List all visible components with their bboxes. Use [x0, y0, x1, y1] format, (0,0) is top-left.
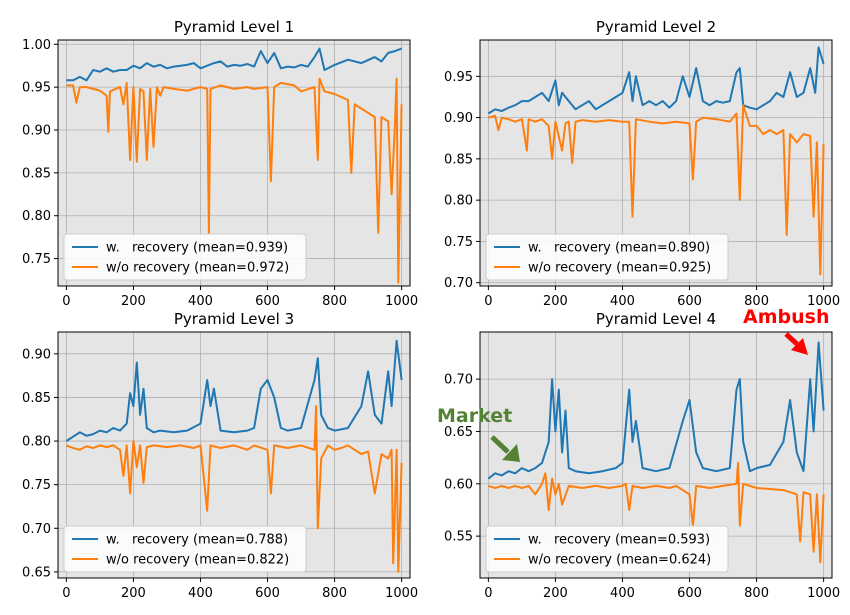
chart-panel-1: 0 200 400 600 800 1000 0.75 0.80 0.85 0.90 0.95 1.0… — [22, 18, 418, 309]
y-tick-label: 1.00 — [22, 38, 51, 53]
chart-title: Pyramid Level 4 — [596, 310, 716, 328]
y-tick-label: 0.95 — [444, 70, 473, 85]
y-tick-label: 0.75 — [444, 235, 473, 250]
x-tick-label: 800 — [744, 586, 769, 601]
x-tick-label: 800 — [744, 294, 769, 309]
x-tick-label: 1000 — [385, 586, 418, 601]
legend: w. recovery (mean=0.890) w/o recovery (me… — [485, 233, 729, 281]
y-tick-label: 0.70 — [444, 373, 473, 388]
y-tick-label: 0.90 — [22, 124, 51, 139]
series-line-2 — [488, 104, 825, 276]
x-tick-label: 200 — [543, 586, 568, 601]
y-tick-label: 0.80 — [22, 435, 51, 450]
legend: w. recovery (mean=0.939) w/o recovery (me… — [63, 233, 307, 281]
x-tick-label: 400 — [188, 586, 213, 601]
chart-panel-4: 0 200 400 600 800 1000 0.55 0.60 0.65 0.70 Pyramid… — [444, 310, 840, 601]
legend-label-1: w. recovery (mean=0.788) — [106, 533, 288, 548]
x-tick-label: 0 — [484, 586, 492, 601]
plot-frame — [479, 331, 833, 579]
annotation-market-arrowhead — [502, 444, 520, 462]
series-line-2 — [488, 461, 825, 564]
y-tick-label: 0.90 — [444, 111, 473, 126]
y-tick-label: 0.65 — [444, 425, 473, 440]
chart-panel-3: 0 200 400 600 800 1000 0.65 0.70 0.75 0.80 0.85 0.9… — [22, 310, 418, 601]
chart-title: Pyramid Level 2 — [596, 18, 716, 36]
legend-box — [63, 233, 307, 281]
x-tick-label: 600 — [677, 586, 702, 601]
y-tick-label: 0.75 — [22, 252, 51, 267]
series-line-1 — [65, 339, 403, 442]
series-line-2 — [66, 405, 403, 573]
y-tick-label: 0.85 — [22, 166, 51, 181]
legend-label-2: w/o recovery (mean=0.822) — [106, 553, 289, 568]
y-tick-label: 0.55 — [444, 530, 473, 545]
x-tick-label: 0 — [62, 294, 70, 309]
annotation-ambush-arrowhead — [791, 338, 808, 355]
y-tick-label: 0.70 — [444, 276, 473, 291]
series-line-1 — [66, 47, 402, 82]
y-tick-label: 0.80 — [22, 209, 51, 224]
y-tick-label: 0.70 — [22, 522, 51, 537]
x-tick-label: 200 — [543, 294, 568, 309]
legend-label-1: w. recovery (mean=0.939) — [106, 241, 288, 256]
annotations: Market Ambush — [437, 306, 829, 462]
x-tick-label: 800 — [322, 294, 347, 309]
x-tick-label: 600 — [677, 294, 702, 309]
y-tick-label: 0.95 — [22, 81, 51, 96]
y-tick-label: 0.80 — [444, 194, 473, 209]
legend-label-2: w/o recovery (mean=0.925) — [528, 261, 711, 276]
y-tick-label: 0.65 — [22, 565, 51, 580]
x-tick-label: 200 — [121, 294, 146, 309]
annotation-ambush-arrow — [784, 332, 799, 346]
plot-frame — [479, 39, 833, 287]
series-line-2 — [66, 77, 403, 284]
annotation-ambush: Ambush — [743, 306, 829, 328]
series-line-1 — [487, 341, 825, 480]
legend-label-2: w/o recovery (mean=0.972) — [106, 261, 289, 276]
x-tick-label: 200 — [121, 586, 146, 601]
y-tick-label: 0.85 — [22, 391, 51, 406]
x-tick-label: 0 — [62, 586, 70, 601]
legend-label-2: w/o recovery (mean=0.624) — [528, 553, 711, 568]
chart-panel-2: 0 200 400 600 800 1000 0.70 0.75 0.80 0.85 0.90 0.9… — [444, 18, 840, 309]
x-tick-label: 800 — [322, 586, 347, 601]
x-tick-label: 0 — [484, 294, 492, 309]
annotation-market: Market — [437, 405, 512, 427]
plot-frame — [57, 331, 411, 579]
chart-title: Pyramid Level 3 — [174, 310, 294, 328]
x-tick-label: 400 — [610, 586, 635, 601]
y-tick-label: 0.85 — [444, 152, 473, 167]
plot-frame — [57, 39, 411, 287]
x-tick-label: 600 — [255, 294, 280, 309]
x-tick-label: 400 — [610, 294, 635, 309]
x-tick-label: 600 — [255, 586, 280, 601]
chart-title: Pyramid Level 1 — [174, 18, 294, 36]
x-tick-label: 1000 — [807, 586, 840, 601]
legend-box — [485, 233, 729, 281]
series-line-1 — [487, 46, 825, 115]
legend-label-1: w. recovery (mean=0.890) — [528, 241, 710, 256]
x-tick-label: 1000 — [385, 294, 418, 309]
legend-box — [63, 525, 307, 573]
x-tick-label: 400 — [188, 294, 213, 309]
annotation-market-arrow — [490, 435, 510, 454]
y-tick-label: 0.90 — [22, 347, 51, 362]
legend-label-1: w. recovery (mean=0.593) — [528, 533, 710, 548]
legend-box — [485, 525, 729, 573]
y-tick-label: 0.60 — [444, 477, 473, 492]
x-tick-label: 1000 — [807, 294, 840, 309]
y-tick-label: 0.75 — [22, 478, 51, 493]
legend: w. recovery (mean=0.593) w/o recovery (me… — [485, 525, 729, 573]
legend: w. recovery (mean=0.788) w/o recovery (me… — [63, 525, 307, 573]
